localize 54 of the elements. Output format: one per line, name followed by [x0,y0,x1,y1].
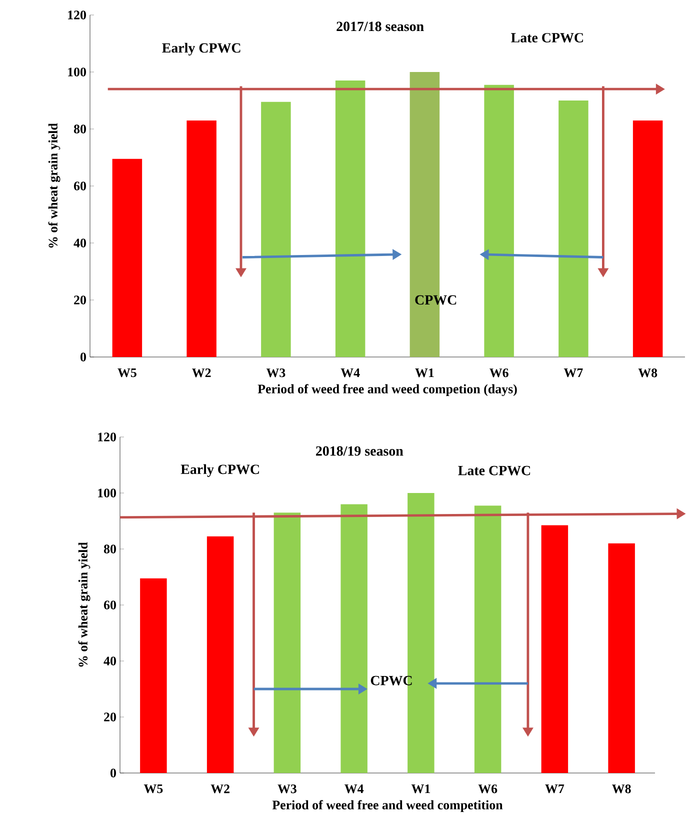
annotation: Early CPWC [162,42,240,56]
y-tick-label: 60 [104,600,116,610]
bar [261,102,291,357]
bar [140,578,167,773]
y-tick-label: 120 [98,432,116,442]
bar [206,536,234,773]
x-tick-label: W4 [344,784,364,794]
bar [541,525,568,773]
y-tick-label: 20 [74,296,86,304]
bar [335,80,366,357]
x-tick-label: W5 [118,368,136,378]
x-tick-label: W2 [192,368,211,378]
annotation: Late CPWC [511,33,583,43]
y-tick-label: 80 [74,124,86,134]
bar [632,120,663,357]
x-tick-label: W7 [545,784,564,794]
x-tick-label: W1 [415,368,434,378]
bar [340,504,368,773]
text: 2018/19 season [316,446,404,456]
x-tick-label: W3 [278,784,296,794]
y-tick-label: 100 [98,488,116,498]
annotation: Late CPWC [458,466,530,476]
bar [274,512,301,773]
bar [608,543,635,773]
y-tick-label: 20 [104,712,116,722]
x-tick-label: W6 [490,368,508,378]
x-tick-label: W4 [340,368,360,378]
y-tick-label: 40 [104,656,116,666]
annotation: Early CPWC [180,464,259,477]
x-tick-label: W7 [564,368,583,378]
y-tick-label: 80 [104,544,116,554]
bar [112,158,142,357]
x-axis-title: Period of weed free and weed competition [272,800,503,812]
x-tick-label: W1 [411,784,430,794]
y-tick-label: 60 [74,182,86,190]
bar [558,100,588,357]
y-tick-label: 0 [80,352,86,362]
y-tick-label: 0 [110,768,116,778]
y-axis-title: % of wheat grain yield [48,123,60,248]
x-tick-label: W3 [266,368,286,378]
y-tick-label: 120 [68,10,86,20]
y-tick-label: 100 [68,68,86,76]
x-tick-label: W8 [638,368,658,378]
x-tick-label: W6 [478,784,498,794]
bar [484,84,514,357]
bar [474,506,502,773]
bar [186,120,216,357]
x-tick-label: W5 [144,784,163,794]
x-tick-label: W2 [210,784,230,794]
x-axis-title: Period of weed free and weed competion (days) [258,384,517,396]
chart-title: 2017/18 season [336,22,424,32]
y-axis-title: % of wheat grain yield [78,542,90,667]
y-tick-label: 40 [74,238,86,248]
x-tick-label: W8 [612,784,631,794]
